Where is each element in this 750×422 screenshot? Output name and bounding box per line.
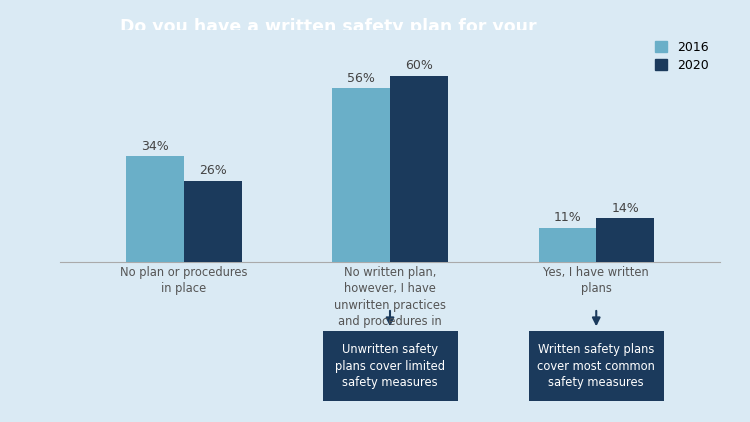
Legend: 2016, 2020: 2016, 2020 bbox=[650, 36, 714, 77]
Text: Unwritten safety
plans cover limited
safety measures: Unwritten safety plans cover limited saf… bbox=[335, 343, 445, 389]
Text: 34%: 34% bbox=[141, 140, 169, 153]
Text: Written safety plans
cover most common
safety measures: Written safety plans cover most common s… bbox=[537, 343, 656, 389]
Bar bbox=[538, 227, 596, 262]
Bar bbox=[332, 88, 390, 262]
Bar bbox=[126, 157, 184, 262]
Bar bbox=[390, 76, 448, 262]
Bar bbox=[596, 218, 654, 262]
Text: 14%: 14% bbox=[611, 202, 639, 215]
Text: 60%: 60% bbox=[405, 59, 433, 72]
Text: Do you have a written safety plan for your
operation? n = 1239: Do you have a written safety plan for yo… bbox=[120, 18, 537, 61]
Text: No written plan,
however, I have
unwritten practices
and procedures in
place: No written plan, however, I have unwritt… bbox=[334, 266, 446, 345]
Text: No plan or procedures
in place: No plan or procedures in place bbox=[120, 266, 248, 295]
Text: 11%: 11% bbox=[554, 211, 581, 224]
Text: Yes, I have written
plans: Yes, I have written plans bbox=[543, 266, 649, 295]
Bar bbox=[184, 181, 242, 262]
Text: 56%: 56% bbox=[347, 72, 375, 85]
Text: 26%: 26% bbox=[199, 165, 226, 178]
